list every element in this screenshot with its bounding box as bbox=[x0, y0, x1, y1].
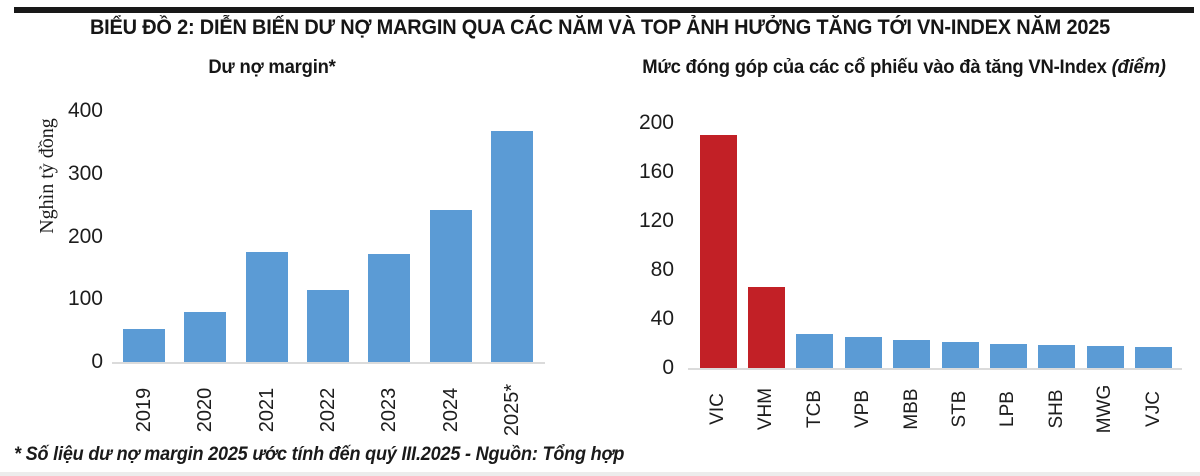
x-axis-label-TCB: TCB bbox=[803, 390, 825, 428]
bar-STB bbox=[941, 342, 979, 368]
x-axis-label-VIC: VIC bbox=[707, 393, 728, 425]
x-axis-line bbox=[112, 362, 545, 364]
bar-TCB bbox=[796, 333, 834, 368]
y-axis-tick-label: 0 bbox=[662, 356, 674, 379]
bar-SHB bbox=[1038, 344, 1076, 368]
top-divider bbox=[14, 7, 1194, 13]
y-axis-tick-label: 40 bbox=[650, 307, 674, 330]
x-axis-label-2020: 2020 bbox=[194, 387, 217, 433]
x-axis-label-MBB: MBB bbox=[900, 388, 922, 430]
x-axis-label-2019: 2019 bbox=[133, 387, 155, 433]
bar-MBB bbox=[893, 339, 931, 368]
y-axis-tick-label: 100 bbox=[67, 287, 103, 311]
left-chart-title: Dư nợ margin* bbox=[208, 57, 336, 78]
y-axis-tick-label: 200 bbox=[638, 111, 674, 134]
bar-2019 bbox=[123, 329, 165, 362]
x-axis-label-SHB: SHB bbox=[1045, 389, 1067, 429]
x-axis-label-LPB: LPB bbox=[997, 391, 1019, 427]
x-axis-label-VJC: VJC bbox=[1142, 391, 1164, 427]
left-y-axis-label: Nghìn tỷ đồng bbox=[36, 118, 58, 234]
y-axis-tick-label: 0 bbox=[91, 350, 103, 373]
y-axis-tick-label: 120 bbox=[638, 209, 674, 232]
bar-2023 bbox=[368, 254, 411, 362]
x-axis-label-2022: 2022 bbox=[316, 387, 339, 433]
x-axis-label-MWG: MWG bbox=[1094, 384, 1116, 434]
bar-2024 bbox=[429, 209, 472, 362]
figure-title: BIỂU ĐỒ 2: DIỄN BIẾN DƯ NỢ MARGIN QUA CÁ… bbox=[89, 16, 1111, 39]
bar-LPB bbox=[989, 343, 1027, 368]
x-axis-label-2021: 2021 bbox=[255, 387, 278, 433]
bar-VPB bbox=[844, 337, 882, 368]
x-axis-label-2023: 2023 bbox=[378, 387, 401, 433]
bar-VHM bbox=[747, 287, 785, 368]
y-axis-tick-label: 80 bbox=[650, 258, 674, 281]
right-chart-title-text: Mức đóng góp của các cổ phiếu vào đà tăn… bbox=[642, 57, 1107, 78]
right-chart-title: Mức đóng góp của các cổ phiếu vào đà tăn… bbox=[617, 57, 1191, 79]
bar-2020 bbox=[184, 312, 227, 362]
bar-2021 bbox=[245, 252, 288, 362]
bar-2025* bbox=[490, 131, 533, 362]
right-chart-title-unit: (điểm) bbox=[1111, 57, 1166, 78]
x-axis-line bbox=[688, 368, 1182, 370]
bar-VIC bbox=[699, 135, 737, 368]
x-axis-label-VPB: VPB bbox=[852, 389, 874, 429]
x-axis-label-2024: 2024 bbox=[439, 387, 462, 433]
bar-VJC bbox=[1135, 347, 1173, 368]
x-axis-label-VHM: VHM bbox=[755, 387, 777, 431]
x-axis-label-2025*: 2025* bbox=[500, 383, 523, 437]
bottom-divider bbox=[0, 472, 1200, 476]
x-axis-label-STB: STB bbox=[949, 390, 970, 428]
bar-2022 bbox=[306, 289, 349, 362]
bar-MWG bbox=[1086, 345, 1124, 368]
footnote: * Số liệu dư nợ margin 2025 ước tính đến… bbox=[14, 444, 625, 465]
y-axis-tick-label: 160 bbox=[638, 160, 674, 183]
